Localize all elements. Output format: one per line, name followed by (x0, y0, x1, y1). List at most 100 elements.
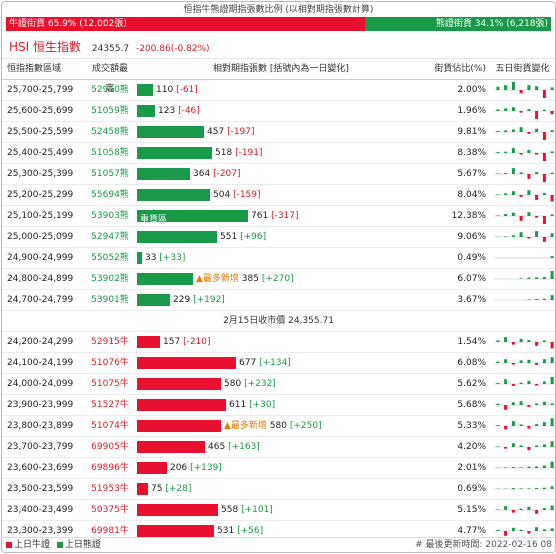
bar-cell: 558 [+101] (132, 500, 430, 520)
sparkline (494, 333, 556, 351)
code-link[interactable]: 51074牛 (88, 416, 132, 436)
code-link[interactable]: 52915牛 (88, 332, 132, 352)
spark-bar (512, 148, 515, 153)
code-link[interactable]: 51076牛 (88, 353, 132, 373)
bar-cell: 457 [-197] (132, 122, 430, 142)
update-time: # 最後更新時間: 2022-02-16 08 (415, 538, 552, 552)
spark-bar (520, 232, 523, 237)
sparkline (494, 396, 556, 414)
spark-bar (551, 195, 554, 201)
bar-value: 611 (229, 400, 246, 410)
code-link[interactable]: 50375牛 (88, 500, 132, 520)
spark-bar (535, 195, 538, 200)
spark-bar (512, 510, 515, 513)
bar-change: [-191] (235, 148, 262, 158)
range-cell: 24,000-24,099 (2, 374, 88, 394)
spark-bar (527, 237, 530, 239)
spark-bar (504, 447, 507, 449)
spark-bar (527, 426, 530, 429)
spark-bar (543, 529, 546, 531)
pct-cell: 1.96% (430, 101, 490, 121)
ratio-title: 恒指牛熊證期指張數比例 (以相對期指張數計算) (2, 4, 555, 17)
bar-value: 206 (170, 463, 187, 473)
bar-value: 385 (242, 274, 259, 284)
spark-bar (504, 506, 507, 510)
spark-bar (551, 418, 554, 426)
code-link[interactable]: 53902熊 (88, 269, 132, 289)
index-name[interactable]: HSI 恒生指數 (9, 40, 81, 54)
spark-bar (551, 271, 554, 279)
code-link[interactable]: 51059熊 (88, 101, 132, 121)
bar-change: [+250] (290, 421, 322, 431)
spark-bar (512, 467, 515, 468)
bar-value: 33 (145, 253, 156, 263)
spark-bar (551, 256, 554, 258)
code-link[interactable]: 53901熊 (88, 290, 132, 310)
spark-bar (543, 277, 546, 279)
spark-bar (551, 214, 554, 216)
bar-cell: 580 [+232] (132, 374, 430, 394)
bear-legend-swatch (57, 542, 63, 548)
code-link[interactable]: 55694熊 (88, 185, 132, 205)
code-link[interactable]: 69896牛 (88, 458, 132, 478)
bull-legend-label: 上日牛證 (14, 540, 50, 550)
range-cell: 24,700-24,799 (2, 290, 88, 310)
spark-bar (504, 193, 507, 195)
five-day-chart (490, 206, 555, 226)
value-bar (137, 189, 210, 201)
bar-value: 504 (213, 190, 230, 200)
spark-bar (543, 422, 546, 426)
bar-change: [-159] (233, 190, 260, 200)
value-bar (137, 168, 190, 180)
code-link[interactable]: 52458熊 (88, 122, 132, 142)
spark-bar (496, 340, 499, 342)
pct-cell: 1.54% (430, 332, 490, 352)
spark-bar (512, 107, 515, 111)
range-cell: 23,700-23,799 (2, 437, 88, 457)
code-link[interactable]: 51527牛 (88, 395, 132, 415)
code-link[interactable]: 55052熊 (88, 248, 132, 268)
spark-bar (504, 405, 507, 410)
range-cell: 23,900-23,999 (2, 395, 88, 415)
code-link[interactable]: 51075牛 (88, 374, 132, 394)
spark-bar (512, 402, 515, 405)
bar-change: [+134] (259, 358, 291, 368)
code-link[interactable]: 51057熊 (88, 164, 132, 184)
code-link[interactable]: 51953牛 (88, 479, 132, 499)
spark-bar (512, 443, 515, 447)
bar-cell: 229 [+192] (132, 290, 430, 310)
sparkline (494, 480, 556, 498)
code-link[interactable]: 51058熊 (88, 143, 132, 163)
bear-legend-label: 上日熊證 (65, 540, 101, 550)
spark-bar (535, 129, 538, 132)
spark-bar (496, 215, 499, 216)
spark-bar (527, 507, 530, 510)
bar-value: 518 (215, 148, 232, 158)
spark-bar (520, 488, 523, 489)
bar-value: 110 (156, 85, 173, 95)
code-link[interactable]: 52950熊 (88, 80, 132, 100)
spark-bar (504, 108, 507, 111)
code-link[interactable]: 69905牛 (88, 437, 132, 457)
spark-bar (535, 153, 538, 155)
spark-bar (527, 405, 530, 407)
footer: 上日牛證 上日熊證 # 最後更新時間: 2022-02-16 08 (2, 537, 555, 552)
bull-ratio-segment: 牛證街貨 65.9% (12,002張) (6, 17, 365, 31)
close-price-row: 2月15日收市價 24,355.71 (2, 311, 555, 332)
code-link[interactable]: 53903熊 (88, 206, 132, 226)
spark-bar (543, 132, 546, 140)
value-bar (137, 105, 155, 117)
code-link[interactable]: 52947熊 (88, 227, 132, 247)
sparkline (494, 144, 556, 162)
spark-bar (551, 130, 554, 132)
pct-cell: 2.00% (430, 80, 490, 100)
spark-bar (520, 467, 523, 468)
index-change: -200.86(-0.82%) (136, 44, 210, 54)
spark-bar (551, 233, 554, 237)
bar-change: [+232] (244, 379, 276, 389)
